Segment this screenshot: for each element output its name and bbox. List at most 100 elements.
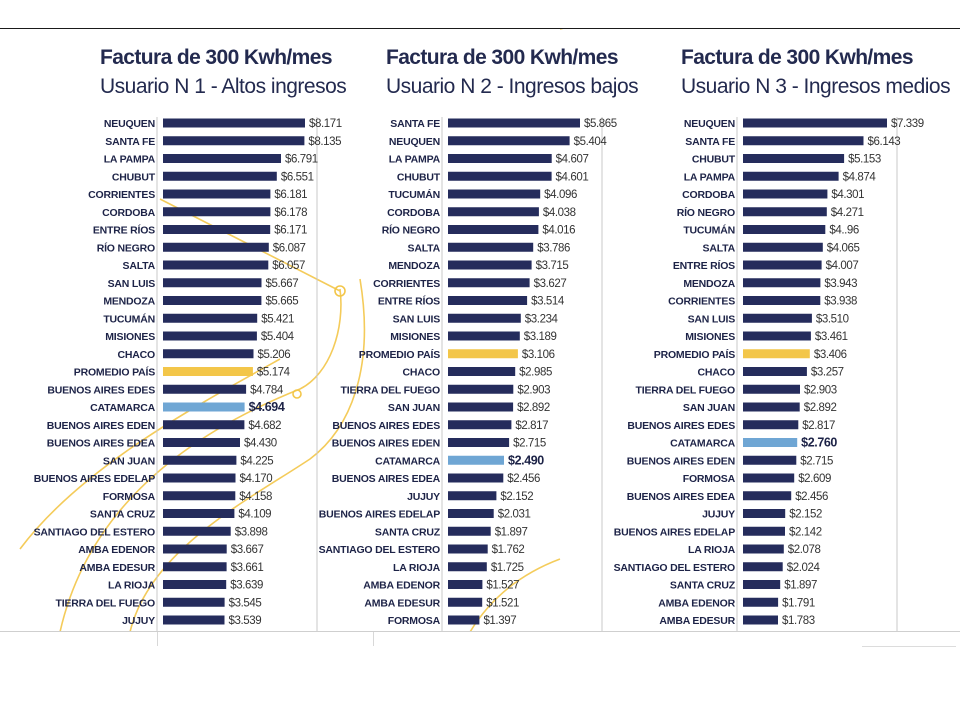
value-label: $2.456 (507, 473, 540, 485)
category-label: SAN LUIS (393, 313, 441, 325)
bar (448, 597, 483, 607)
deco-arc-3 (19, 358, 281, 550)
bar (448, 136, 570, 146)
category-label: ENTRE RÍOS (673, 259, 735, 272)
category-label: TIERRA DEL FUEGO (341, 384, 441, 396)
bar (743, 438, 798, 447)
category-label: BUENOS AIRES EDES (47, 384, 155, 396)
value-label: $5.206 (257, 349, 290, 361)
panel-usuario-1: Factura de 300 Kwh/mes Usuario N 1 - Alt… (0, 29, 347, 632)
bar-chart-usuario-1: NEUQUEN $8.171 SANTA FE $8.135 LA PAMPA $6.79… (34, 117, 342, 632)
value-label: $3.539 (229, 615, 262, 627)
category-label: MENDOZA (103, 296, 155, 308)
bar (743, 384, 800, 394)
bar (743, 296, 821, 305)
category-label: PROMEDIO PAÍS (359, 348, 440, 361)
category-label: CATAMARCA (375, 455, 440, 467)
value-label: $1.897 (784, 580, 817, 592)
panel-subtitle: Usuario N 1 - Altos ingresos (100, 75, 347, 98)
bar (163, 473, 236, 483)
value-label: $4.096 (544, 189, 577, 201)
bar (448, 171, 552, 181)
value-label: $5.665 (265, 296, 298, 308)
category-label: SAN LUIS (688, 313, 736, 325)
bar (743, 331, 811, 341)
bar (448, 367, 516, 376)
panel-title: Factura de 300 Kwh/mes (100, 46, 333, 69)
value-label: $3.667 (231, 544, 264, 556)
category-label: AMBA EDESUR (364, 597, 440, 609)
value-label: $3.639 (230, 580, 263, 592)
bar (743, 278, 821, 288)
value-label: $8.135 (308, 136, 341, 148)
category-label: RÍO NEGRO (97, 241, 155, 254)
bar (448, 349, 518, 359)
value-label: $4.430 (244, 438, 277, 450)
bar (743, 260, 822, 270)
bar (448, 189, 541, 199)
category-label: SANTIAGO DEL ESTERO (34, 526, 155, 538)
bar (163, 491, 236, 501)
bar (743, 580, 781, 589)
bar (743, 526, 785, 536)
bar (448, 580, 483, 589)
value-label: $5.153 (848, 154, 881, 166)
value-label: $2.892 (517, 402, 550, 414)
bar (163, 367, 253, 376)
category-label: BUENOS AIRES EDES (332, 420, 440, 432)
bar (163, 278, 262, 288)
bar (743, 367, 807, 376)
category-label: AMBA EDENOR (658, 597, 735, 609)
bar (163, 580, 227, 589)
category-label: TIERRA DEL FUEGO (636, 384, 736, 396)
category-label: SAN JUAN (683, 402, 735, 414)
value-label: $2.817 (802, 420, 835, 432)
category-label: BUENOS AIRES EDELAP (614, 526, 735, 538)
bar (448, 260, 532, 270)
bar (448, 118, 580, 128)
bar (448, 384, 514, 394)
category-label: CORDOBA (682, 189, 735, 201)
bar (163, 597, 225, 607)
value-label: $4.784 (250, 384, 284, 396)
value-label: $6.791 (285, 154, 318, 166)
value-label: $2.903 (517, 384, 550, 396)
category-label: FORMOSA (388, 615, 441, 627)
value-label: $6.181 (274, 189, 307, 201)
category-label: BUENOS AIRES EDES (627, 420, 735, 432)
bar (163, 207, 271, 217)
category-label: FORMOSA (103, 491, 156, 503)
value-label: $2.903 (804, 384, 837, 396)
bar (448, 402, 514, 412)
category-label: BUENOS AIRES EDEN (332, 438, 440, 450)
deco-node-1 (334, 285, 346, 297)
category-label: LA RIOJA (108, 580, 156, 592)
value-label: $5.667 (265, 278, 298, 290)
footer-tick (373, 632, 374, 646)
category-label: PROMEDIO PAÍS (74, 366, 155, 379)
category-label: MENDOZA (683, 278, 735, 290)
value-label: $4.038 (543, 207, 576, 219)
bar (743, 154, 845, 163)
value-label: $2.609 (798, 473, 831, 485)
category-label: CHACO (118, 349, 156, 361)
value-label: $6.087 (273, 242, 306, 254)
category-label: RÍO NEGRO (382, 224, 440, 237)
category-label: CATAMARCA (670, 438, 735, 450)
deco-node-2 (292, 389, 302, 399)
value-label: $3.898 (235, 526, 268, 538)
value-label: $6.178 (274, 207, 307, 219)
bar (163, 154, 281, 163)
category-label: AMBA EDESUR (79, 562, 155, 574)
value-label: $3.234 (525, 313, 559, 325)
value-label: $3.406 (814, 349, 847, 361)
bar (448, 296, 528, 305)
bar (743, 189, 828, 199)
panel-subtitle: Usuario N 2 - Ingresos bajos (386, 75, 639, 98)
category-label: JUJUY (122, 615, 155, 627)
value-label: $1.783 (782, 615, 815, 627)
bar (743, 349, 810, 359)
panel-title: Factura de 300 Kwh/mes (681, 46, 914, 69)
category-label: BUENOS AIRES EDELAP (34, 473, 155, 485)
value-label: $2.078 (788, 544, 821, 556)
